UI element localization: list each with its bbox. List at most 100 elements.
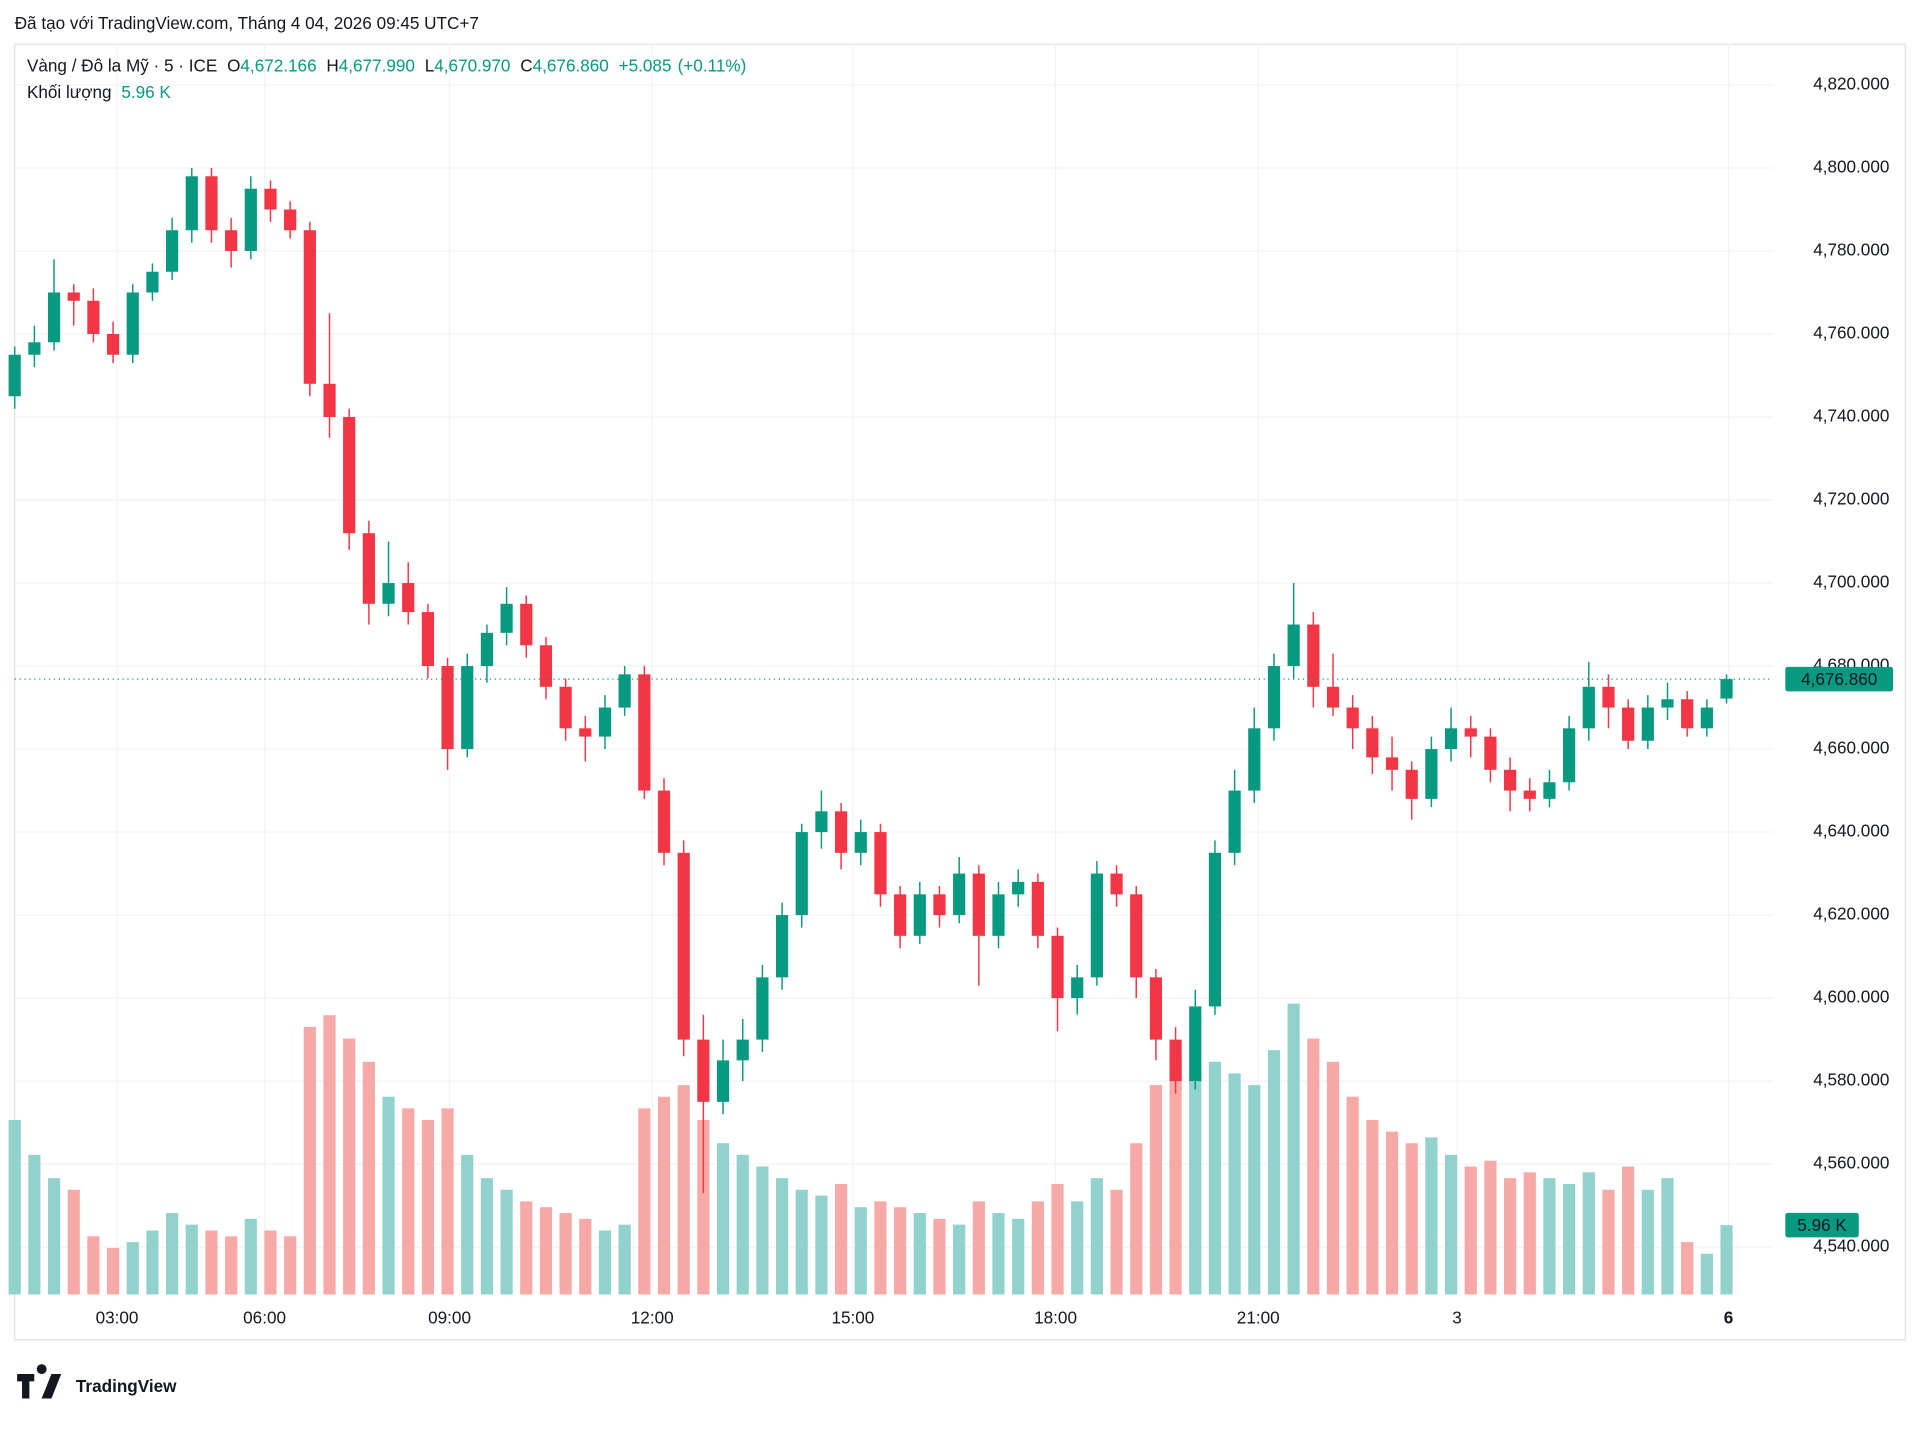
volume-bar — [854, 1207, 867, 1295]
candle-body — [500, 603, 513, 633]
candle-body — [775, 915, 789, 978]
candle-body — [716, 1060, 730, 1102]
candle-body — [1071, 977, 1084, 999]
candle-body — [894, 894, 907, 936]
candle-body — [362, 533, 375, 604]
volume-bar — [461, 1154, 474, 1295]
candle-body — [834, 811, 848, 853]
volume-bar — [775, 1178, 789, 1295]
candle-body — [1622, 707, 1635, 741]
volume-bar — [382, 1096, 395, 1295]
candle-body — [343, 417, 356, 534]
volume-bar — [1582, 1172, 1595, 1295]
volume-bar — [1444, 1154, 1458, 1295]
volume-bar — [1031, 1201, 1044, 1295]
candle-body — [461, 666, 474, 750]
candle-body — [1090, 873, 1103, 978]
x-tick-label: 03:00 — [96, 1307, 139, 1327]
candle-body — [402, 583, 415, 613]
candle-body — [185, 176, 198, 231]
candle-body — [421, 612, 434, 667]
volume-bar — [834, 1183, 848, 1295]
candle-body — [815, 811, 828, 833]
volume-bar — [343, 1038, 356, 1295]
candle-body — [106, 333, 120, 355]
candle-body — [874, 832, 887, 895]
x-tick-label: 21:00 — [1237, 1307, 1280, 1327]
volume-bar — [441, 1108, 454, 1295]
volume-bar — [1661, 1178, 1674, 1295]
volume-bar — [1523, 1172, 1536, 1295]
volume-last-label: 5.96 K — [1797, 1215, 1847, 1235]
volume-bar — [756, 1166, 769, 1295]
candle-body — [303, 230, 316, 384]
volume-bar — [697, 1119, 710, 1295]
candle-body — [1700, 707, 1713, 729]
candle-body — [1149, 977, 1163, 1040]
volume-bar — [28, 1154, 41, 1295]
volume-bar — [126, 1242, 139, 1295]
volume-bar — [1425, 1137, 1438, 1295]
volume-bar — [1090, 1178, 1103, 1295]
volume-bar — [638, 1108, 651, 1295]
volume-pane — [8, 1003, 1733, 1295]
y-tick-label: 4,800.000 — [1813, 156, 1889, 176]
candle-body — [1051, 935, 1064, 999]
legend-value: 4,677.990 — [339, 55, 415, 75]
legend-key: L — [425, 55, 435, 75]
volume-bar — [953, 1224, 966, 1295]
symbol: Vàng / Đô la Mỹ · 5 · ICE — [27, 55, 217, 75]
y-tick-label: 4,600.000 — [1813, 987, 1889, 1007]
candle-body — [795, 832, 808, 916]
volume-bar — [1228, 1073, 1241, 1295]
y-tick-label: 4,660.000 — [1813, 738, 1889, 758]
y-tick-label: 4,700.000 — [1813, 572, 1889, 592]
volume-value: 5.96 K — [121, 82, 171, 102]
candle-body — [480, 632, 494, 667]
candle-body — [244, 188, 257, 251]
candle-body — [1444, 728, 1458, 750]
candle-body — [1543, 782, 1556, 799]
volume-bar — [1149, 1085, 1163, 1295]
candle-body — [1563, 728, 1576, 783]
change: +5.085 — [619, 55, 672, 75]
volume-bar — [815, 1195, 828, 1295]
volume-bar — [1484, 1160, 1497, 1295]
candle-body — [1228, 790, 1241, 853]
candle-pane: 4,676.860 5.96 K — [8, 167, 1894, 1238]
volume-bar — [1169, 1061, 1182, 1295]
candle-body — [579, 728, 592, 737]
volume-bar — [303, 1026, 316, 1295]
candle-body — [146, 271, 159, 293]
candle-body — [1720, 679, 1733, 699]
volume-bar — [657, 1096, 671, 1295]
candle-body — [539, 645, 553, 687]
candle-body — [1130, 894, 1143, 978]
volume-bar — [559, 1213, 572, 1295]
candle-body — [972, 873, 985, 936]
volume-bar — [1622, 1166, 1635, 1295]
volume-bar — [47, 1178, 61, 1295]
y-tick-label: 4,780.000 — [1813, 240, 1889, 260]
last-price-box — [1785, 666, 1894, 692]
x-tick-label: 18:00 — [1034, 1307, 1077, 1327]
legend-key: C — [520, 55, 532, 75]
grid: 4,540.000 4,560.000 4,580.000 4,600.000 4,62… — [14, 43, 1906, 1341]
x-tick-label: 06:00 — [243, 1307, 286, 1327]
legend-value: 4,672.166 — [240, 55, 316, 75]
candle-body — [284, 209, 297, 231]
volume-bar — [362, 1061, 375, 1295]
logo: TradingView — [17, 1364, 177, 1399]
volume-bar — [736, 1154, 749, 1295]
volume-bar — [205, 1230, 218, 1295]
candle-body — [1523, 790, 1536, 799]
y-tick-label: 4,740.000 — [1813, 406, 1889, 426]
candle-body — [1681, 699, 1694, 729]
candle-body — [1169, 1039, 1182, 1082]
candle-body — [1641, 707, 1654, 741]
candle-body — [1484, 736, 1497, 770]
candle-body — [1425, 749, 1438, 799]
candle-body — [697, 1039, 710, 1102]
volume-bar — [1346, 1096, 1359, 1295]
